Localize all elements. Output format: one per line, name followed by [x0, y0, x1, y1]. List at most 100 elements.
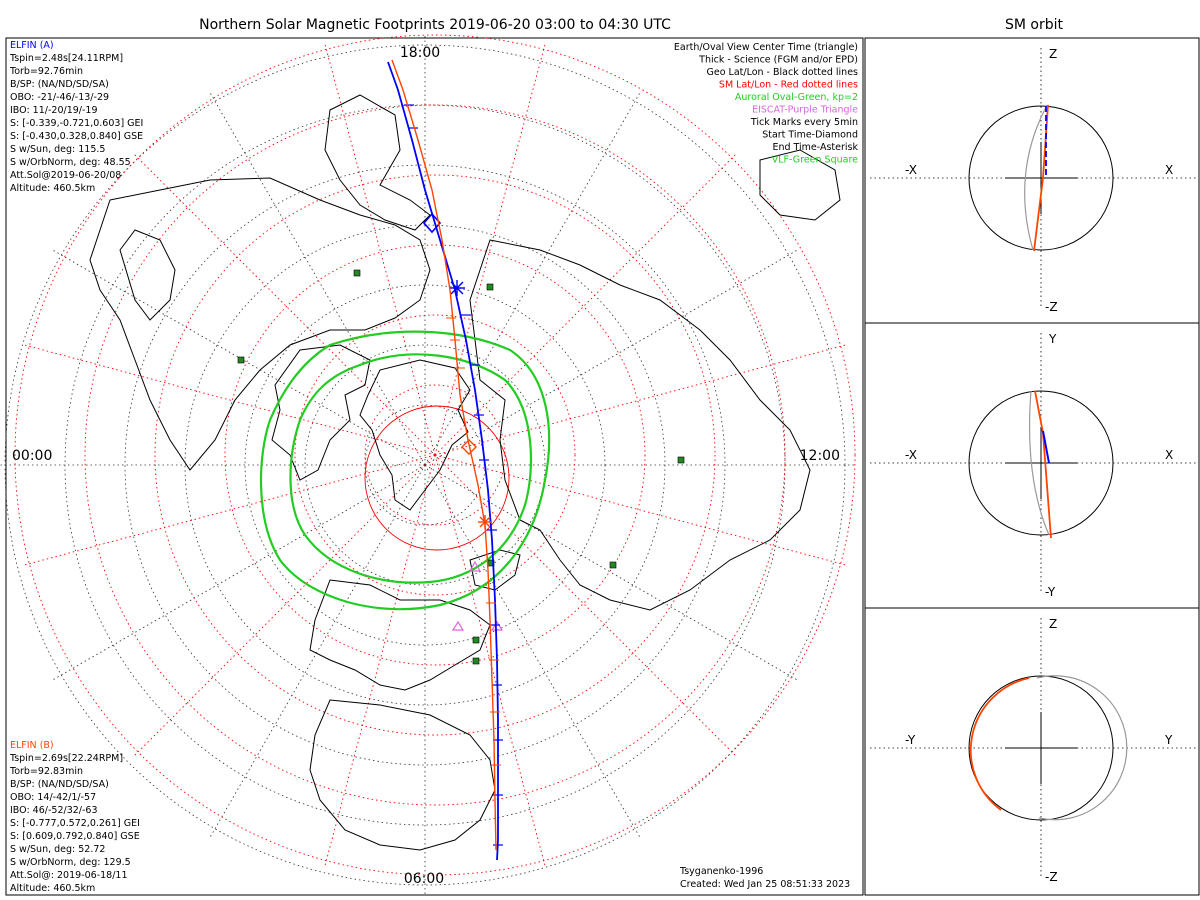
sm-lat-circle	[14, 34, 856, 876]
legend-entry: VLF-Green Square	[772, 155, 858, 166]
orbit-trace-gray	[1036, 675, 1128, 821]
info-line: Att.Sol@: 2019-06-18/11	[10, 870, 128, 881]
axis-label-left: -Y	[905, 733, 916, 747]
geo-lon-line	[52, 464, 426, 681]
hour-label-right: 12:00	[800, 448, 840, 464]
coast-europe	[309, 579, 491, 691]
info-line: IBO: 46/-52/32/-63	[10, 805, 98, 816]
auroral-oval-outer	[259, 330, 551, 611]
sm-lon-line	[324, 44, 436, 456]
vlf-square	[677, 456, 685, 464]
eiscat-triangle	[468, 560, 482, 572]
map-frame	[5, 37, 864, 896]
info-line: Altitude: 460.5km	[10, 883, 95, 894]
elfin-b-lines: Tspin=2.69s[22.24RPM] Torb=92.83min B/SP: …	[9, 753, 140, 894]
info-line: S: [0.609,0.792,0.840] GSE	[10, 831, 140, 842]
orbit-trace-b	[1034, 390, 1052, 539]
elfin-b-orbit-line	[391, 59, 497, 851]
legend-entry: End Time-Asterisk	[772, 142, 858, 153]
orbit-trace-gray	[1028, 390, 1050, 536]
hour-label-left: 00:00	[12, 448, 52, 464]
elfin-b-end-asterisk	[478, 515, 492, 529]
sm-lon-line	[434, 454, 846, 566]
eiscat-triangle	[451, 620, 465, 631]
coast-australia	[759, 149, 841, 221]
vlf-square	[472, 657, 480, 665]
polar-map: 18:00 00:00 12:00 06:00	[0, 34, 856, 895]
side-title: SM orbit	[1005, 17, 1064, 33]
info-line: S: [-0.339,-0.721,0.603] GEI	[10, 118, 143, 129]
info-line: IBO: 11/-20/19/-19	[10, 105, 98, 116]
sm-latlon-grid	[14, 34, 856, 876]
orbit-panel-1: Z -Z -X X	[870, 47, 1196, 314]
info-line: OBO: -21/-46/-13/-29	[10, 92, 109, 103]
legend-entry: SM Lat/Lon - Red dotted lines	[719, 80, 858, 91]
geo-lat-circle	[304, 344, 546, 586]
sm-lon-line	[24, 454, 436, 566]
sm-lon-line	[134, 154, 436, 456]
axis-label-top: Y	[1048, 332, 1057, 346]
info-line: OBO: 14/-42/1/-57	[10, 792, 96, 803]
info-line: B/SP: (NA/ND/SD/SA)	[10, 79, 109, 90]
axis-label-bottom: -Y	[1045, 585, 1056, 599]
vlf-square	[237, 356, 245, 364]
orbit-trace-a	[1042, 430, 1050, 464]
info-line: Tspin=2.69s[22.24RPM]	[9, 753, 123, 764]
coast-asia	[469, 239, 811, 611]
axis-label-top: Z	[1049, 617, 1057, 631]
sm-lon-line	[434, 44, 546, 456]
geo-lon-line	[209, 92, 426, 466]
elfin-a-track	[387, 61, 503, 861]
coast-central-america	[324, 94, 431, 231]
elfin-a-title: ELFIN (A)	[10, 40, 54, 51]
elfin-b-title: ELFIN (B)	[10, 740, 54, 751]
legend-entry: Start Time-Diamond	[762, 130, 858, 141]
earth-circle	[968, 390, 1114, 536]
info-line: S w/OrbNorm, deg: 129.5	[10, 857, 131, 868]
legend: Earth/Oval View Center Time (triangle) Th…	[674, 42, 859, 166]
eiscat-triangle	[490, 620, 504, 631]
elfin-a-info: ELFIN (A) Tspin=2.48s[24.11RPM] Torb=92.7…	[9, 40, 143, 194]
info-line: Torb=92.76min	[9, 66, 83, 77]
model-credit: Tsyganenko-1996	[679, 866, 763, 877]
info-line: S w/OrbNorm, deg: 48.55	[10, 157, 131, 168]
legend-entry: Tick Marks every 5min	[750, 117, 858, 128]
sm-lon-line	[24, 344, 436, 456]
legend-entry: Earth/Oval View Center Time (triangle)	[674, 42, 858, 53]
info-line: Tspin=2.48s[24.11RPM]	[9, 53, 123, 64]
vlf-stations	[237, 269, 685, 665]
info-line: S w/Sun, deg: 52.72	[10, 844, 105, 855]
orbit-trace-gray	[1024, 104, 1048, 251]
coast-canadian-arctic	[271, 344, 371, 481]
coastlines	[89, 94, 841, 851]
axis-label-right: X	[1165, 163, 1173, 177]
axis-label-right: X	[1165, 448, 1173, 462]
info-line: B/SP: (NA/ND/SD/SA)	[10, 779, 109, 790]
earth-circle	[968, 675, 1114, 821]
axis-label-bottom: -Z	[1045, 870, 1058, 884]
sm-lon-line	[434, 344, 846, 456]
info-line: S: [-0.430,0.328,0.840] GSE	[10, 131, 143, 142]
sm-lat-circle	[224, 244, 646, 666]
eiscat-sites	[451, 560, 504, 631]
axis-label-right: Y	[1164, 733, 1173, 747]
earth-circle	[968, 105, 1114, 251]
coast-greenland	[359, 359, 471, 511]
vlf-square	[353, 269, 361, 277]
hour-label-top: 18:00	[400, 45, 440, 61]
elfin-a-ticks	[404, 104, 503, 846]
elfin-b-start-diamond	[461, 439, 477, 455]
legend-entry: Thick - Science (FGM and/or EPD)	[698, 55, 858, 66]
sm-lat-circle	[84, 104, 786, 806]
orbit-panel-3: Z -Z -Y Y	[870, 617, 1196, 884]
coast-south-america	[119, 229, 176, 321]
auroral-oval-inner	[289, 353, 533, 584]
info-line: Torb=92.83min	[9, 766, 83, 777]
elfin-b-track	[391, 59, 501, 851]
elfin-a-orbit-line	[387, 61, 499, 861]
vlf-square	[472, 636, 480, 644]
info-line: Att.Sol@2019-06-20/08	[10, 170, 121, 181]
elfin-b-ticks	[446, 317, 501, 766]
coast-africa	[309, 699, 496, 851]
